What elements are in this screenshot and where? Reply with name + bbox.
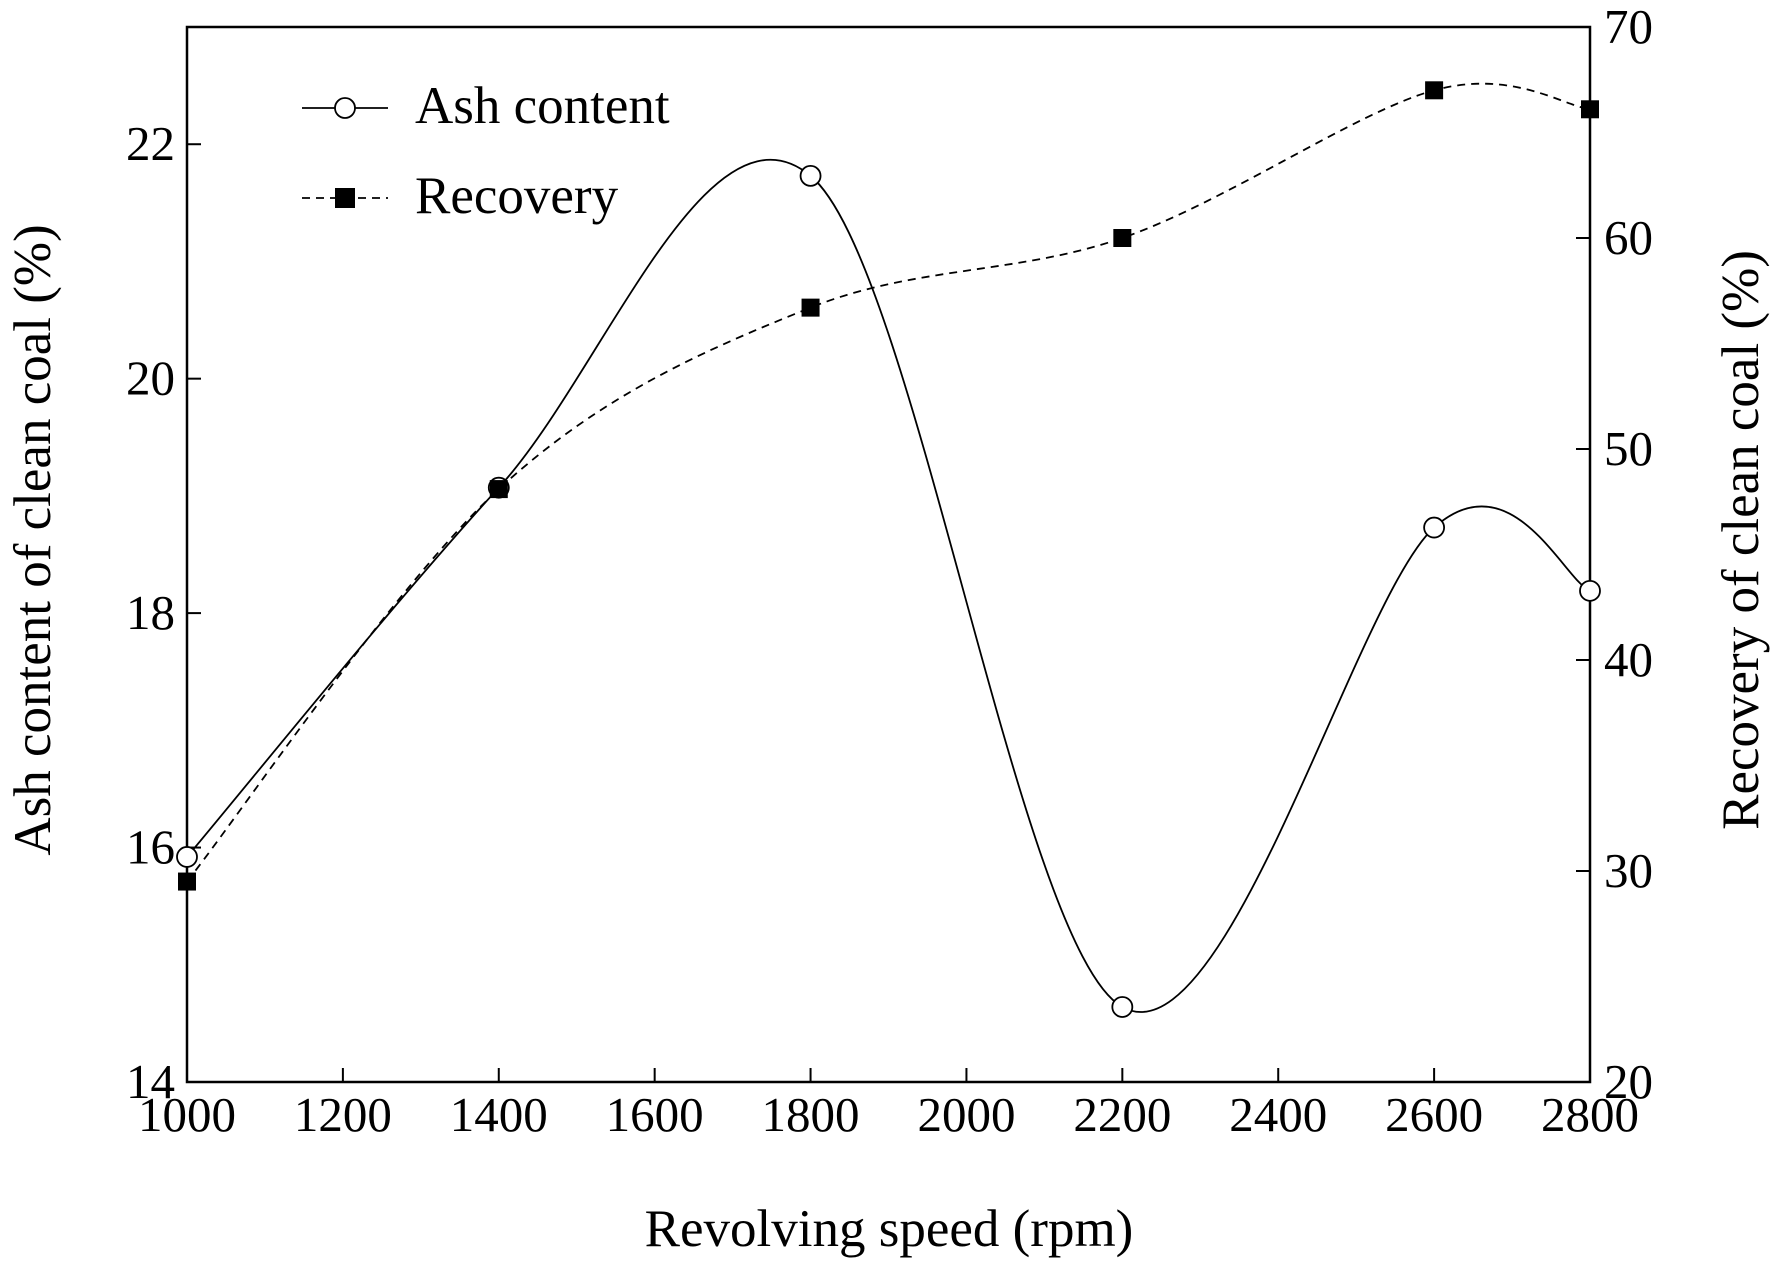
legend-recovery-label: Recovery	[415, 167, 619, 225]
recovery-point	[489, 480, 508, 499]
ash-content-line	[186, 158, 1591, 1013]
x-tick-label: 1800	[762, 1087, 860, 1142]
ash-content-point	[176, 846, 198, 868]
x-axis-ticks: 1000 1200 1400 1600 1800 2000 2200 2400 2600 2800	[138, 1068, 1639, 1142]
legend-recovery-marker	[335, 188, 355, 208]
recovery-point	[801, 298, 820, 317]
x-axis-title: Revolving speed (rpm)	[645, 1200, 1134, 1258]
left-y-tick-label: 16	[126, 820, 175, 875]
ash-content-point	[1579, 579, 1601, 602]
left-y-tick-label: 14	[126, 1054, 175, 1109]
legend-ash-label: Ash content	[415, 77, 670, 135]
x-tick-label: 1400	[450, 1087, 548, 1142]
plot-frame	[185, 25, 1592, 1084]
left-y-tick-label: 18	[126, 585, 175, 640]
left-y-tick-label: 20	[126, 351, 175, 406]
recovery-point	[1425, 81, 1444, 100]
x-tick-label: 2200	[1073, 1087, 1171, 1142]
left-y-axis-ticks: 14 16 18 20 22	[126, 116, 201, 1109]
x-tick-label: 2800	[1541, 1087, 1639, 1142]
recovery-point	[1581, 100, 1599, 119]
right-y-tick-label: 50	[1604, 421, 1653, 476]
x-tick-label: 1000	[138, 1087, 236, 1142]
right-y-tick-label: 20	[1604, 1054, 1653, 1109]
left-y-axis-title: Ash content of clean coal (%)	[4, 224, 62, 855]
x-tick-label: 1200	[294, 1087, 392, 1142]
x-tick-label: 1600	[606, 1087, 704, 1142]
x-tick-label: 2000	[917, 1087, 1015, 1142]
recovery-point	[1113, 229, 1132, 247]
right-y-tick-label: 70	[1604, 0, 1653, 54]
right-y-axis-title: Recovery of clean coal (%)	[1712, 250, 1770, 830]
ash-content-point	[1111, 996, 1134, 1018]
recovery-point	[178, 872, 196, 891]
recovery-line	[186, 82, 1591, 883]
right-y-tick-label: 60	[1604, 210, 1653, 265]
series-layer	[176, 81, 1601, 1018]
legend-ash-marker	[334, 97, 356, 119]
x-tick-label: 2600	[1385, 1087, 1483, 1142]
right-y-tick-label: 40	[1604, 632, 1653, 687]
ash-content-point	[1423, 516, 1446, 539]
x-tick-label: 2400	[1229, 1087, 1327, 1142]
legend: Ash content Recovery	[302, 77, 670, 225]
ash-content-point	[799, 164, 822, 187]
left-y-tick-label: 22	[126, 116, 175, 171]
right-y-tick-label: 30	[1604, 843, 1653, 898]
right-y-axis-ticks: 20 30 40 50 60 70	[1576, 0, 1653, 1109]
